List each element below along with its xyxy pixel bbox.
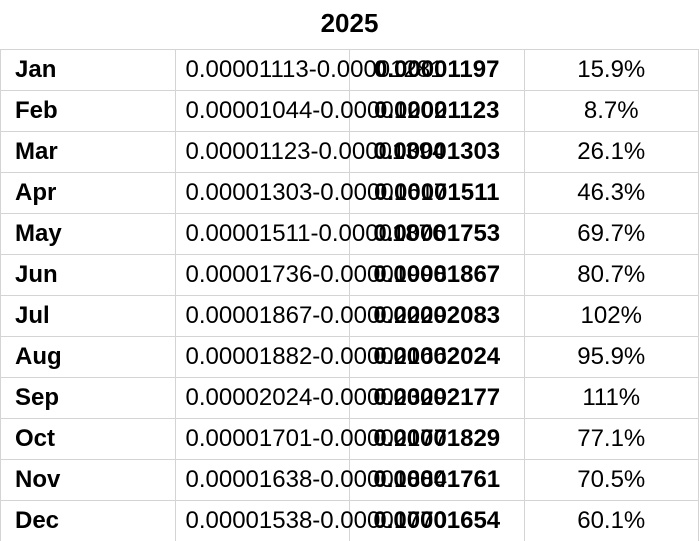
value-cell: 0.00002177: [350, 378, 525, 419]
month-cell: May: [1, 214, 176, 255]
range-cell: 0.00001044-0.00001202: [175, 91, 350, 132]
value-cell: 0.00002024: [350, 337, 525, 378]
range-cell: 0.00001867-0.00002229: [175, 296, 350, 337]
table-row: Jun0.00001736-0.000019980.0000186780.7%: [1, 255, 699, 296]
pct-cell: 15.9%: [524, 50, 699, 91]
year-header: 2025: [1, 0, 699, 50]
range-cell: 0.00001303-0.00001617: [175, 173, 350, 214]
table-row: Jul0.00001867-0.000022290.00002083102%: [1, 296, 699, 337]
value-cell: 0.00001761: [350, 460, 525, 501]
pct-cell: 80.7%: [524, 255, 699, 296]
month-cell: Apr: [1, 173, 176, 214]
range-cell: 0.00001736-0.00001998: [175, 255, 350, 296]
value-cell: 0.00001829: [350, 419, 525, 460]
month-cell: Jul: [1, 296, 176, 337]
table-row: Apr0.00001303-0.000016170.0000151146.3%: [1, 173, 699, 214]
month-cell: Sep: [1, 378, 176, 419]
range-cell: 0.00001638-0.00001884: [175, 460, 350, 501]
table-row: Aug0.00001882-0.000021660.0000202495.9%: [1, 337, 699, 378]
value-cell: 0.00002083: [350, 296, 525, 337]
value-cell: 0.00001197: [350, 50, 525, 91]
table-row: May0.00001511-0.000018760.0000175369.7%: [1, 214, 699, 255]
month-cell: Nov: [1, 460, 176, 501]
month-cell: Oct: [1, 419, 176, 460]
value-cell: 0.00001753: [350, 214, 525, 255]
value-cell: 0.00001123: [350, 91, 525, 132]
pct-cell: 111%: [524, 378, 699, 419]
range-cell: 0.00001511-0.00001876: [175, 214, 350, 255]
table-row: Nov0.00001638-0.000018840.0000176170.5%: [1, 460, 699, 501]
range-cell: 0.00001123-0.00001394: [175, 132, 350, 173]
table-row: Mar0.00001123-0.000013940.0000130326.1%: [1, 132, 699, 173]
value-cell: 0.00001867: [350, 255, 525, 296]
month-cell: Feb: [1, 91, 176, 132]
table-row: Oct0.00001701-0.000021770.0000182977.1%: [1, 419, 699, 460]
month-cell: Aug: [1, 337, 176, 378]
month-cell: Jun: [1, 255, 176, 296]
table-row: Jan0.00001113-0.000012810.0000119715.9%: [1, 50, 699, 91]
price-forecast-table: 2025 Jan0.00001113-0.000012810.000011971…: [0, 0, 699, 541]
range-cell: 0.00001882-0.00002166: [175, 337, 350, 378]
pct-cell: 8.7%: [524, 91, 699, 132]
pct-cell: 95.9%: [524, 337, 699, 378]
value-cell: 0.00001511: [350, 173, 525, 214]
pct-cell: 77.1%: [524, 419, 699, 460]
pct-cell: 26.1%: [524, 132, 699, 173]
pct-cell: 46.3%: [524, 173, 699, 214]
table-row: Sep0.00002024-0.000023290.00002177111%: [1, 378, 699, 419]
pct-cell: 69.7%: [524, 214, 699, 255]
table-body: Jan0.00001113-0.000012810.0000119715.9%F…: [1, 50, 699, 541]
pct-cell: 70.5%: [524, 460, 699, 501]
range-cell: 0.00001701-0.00002177: [175, 419, 350, 460]
month-cell: Jan: [1, 50, 176, 91]
table-row: Feb0.00001044-0.000012020.000011238.7%: [1, 91, 699, 132]
value-cell: 0.00001303: [350, 132, 525, 173]
month-cell: Mar: [1, 132, 176, 173]
pct-cell: 102%: [524, 296, 699, 337]
range-cell: 0.00002024-0.00002329: [175, 378, 350, 419]
range-cell: 0.00001113-0.00001281: [175, 50, 350, 91]
